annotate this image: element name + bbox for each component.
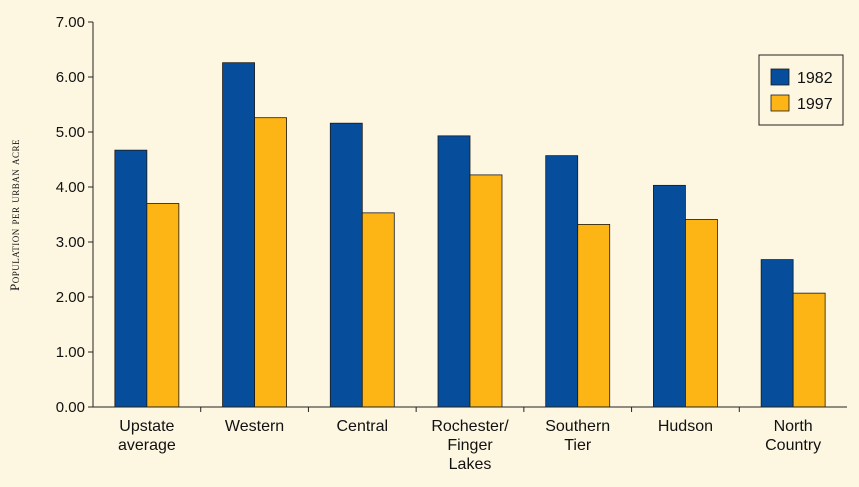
legend-label-1982: 1982 (797, 70, 833, 87)
bar-1997 (685, 219, 718, 408)
legend-swatch-1997 (770, 94, 790, 112)
x-tick-label: Hudson (658, 418, 713, 435)
y-tick-label: 2.00 (56, 289, 85, 306)
x-axis: Upstate average Western Central Rochester/Fi… (93, 406, 847, 473)
y-tick-label: 6.00 (56, 69, 85, 86)
bar-1997 (361, 212, 395, 408)
bar-1997 (577, 223, 611, 408)
x-tick-label: Southern Tier (545, 418, 610, 454)
x-tick-label: Central (336, 418, 388, 435)
y-axis: 0.00 1.00 2.00 3.00 4.00 5.00 6.00 7.00 (56, 14, 94, 416)
bar-1982 (653, 184, 686, 408)
x-tick-label: Western (225, 418, 284, 435)
bar-1997 (254, 117, 287, 408)
bar-1982 (760, 259, 794, 408)
y-tick-label: 1.00 (56, 344, 85, 361)
legend-label-1997: 1997 (797, 96, 833, 113)
x-tick-label: North Country (765, 418, 821, 454)
bar-1997 (146, 203, 180, 408)
legend-swatch-1982 (770, 68, 790, 86)
y-tick-label: 5.00 (56, 124, 85, 141)
bars (114, 62, 826, 408)
y-tick-label: 7.00 (56, 14, 85, 31)
legend-box (758, 54, 844, 126)
bar-1982 (545, 155, 579, 408)
bar-1982 (222, 62, 255, 408)
bar-1982 (114, 149, 148, 408)
y-tick-label: 0.00 (56, 399, 85, 416)
y-tick-label: 3.00 (56, 234, 85, 251)
bar-1997 (469, 174, 503, 408)
x-tick-label: Upstate average (118, 418, 176, 454)
y-tick-label: 4.00 (56, 179, 85, 196)
legend: 1982 1997 (758, 54, 844, 126)
y-axis-label: Population per urban acre (7, 139, 22, 291)
bar-1997 (792, 292, 826, 408)
x-tick-label: Rochester/Finger Lakes (431, 418, 509, 473)
bar-1982 (437, 135, 471, 408)
bar-1982 (329, 122, 363, 408)
